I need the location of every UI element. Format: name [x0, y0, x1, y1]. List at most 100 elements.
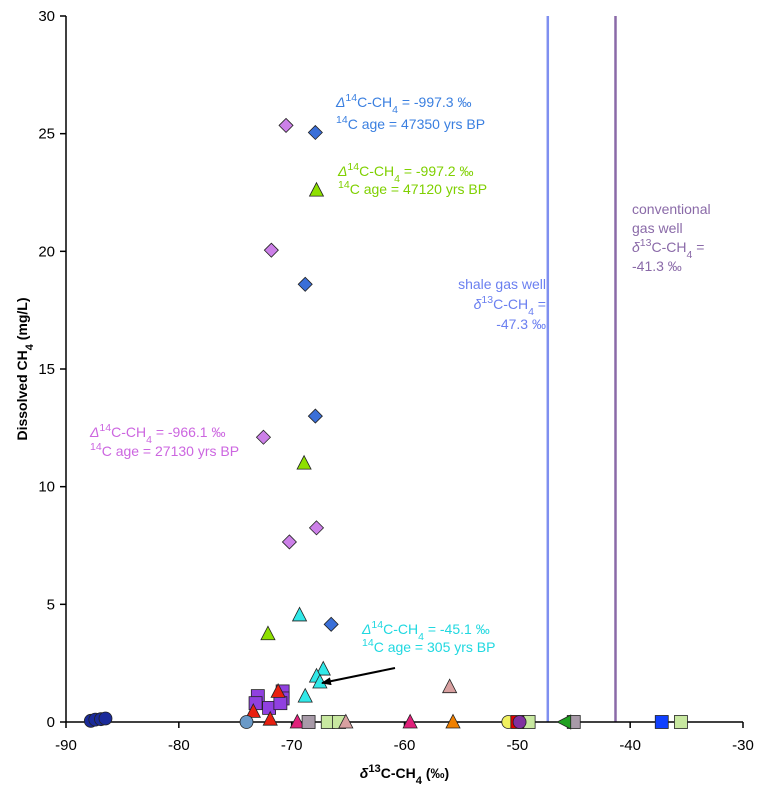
data-point — [296, 454, 312, 470]
text-fragment: 14 — [362, 637, 374, 649]
annotation: Δ14C-CH4 = -997.3 ‰ — [335, 92, 471, 116]
text-fragment: 4 — [24, 343, 36, 350]
text-fragment: C-CH — [359, 163, 394, 179]
text-fragment: 14 — [371, 619, 383, 631]
text-fragment: -41.3 ‰ — [632, 258, 682, 274]
text-fragment: 13 — [481, 294, 493, 306]
reference-lines — [546, 16, 617, 722]
text-fragment: 14 — [345, 92, 357, 104]
text-fragment: (mg/L) — [14, 297, 30, 344]
text-fragment: = — [534, 296, 546, 312]
text-fragment: 14 — [99, 422, 111, 434]
text-fragment: δ — [474, 296, 482, 312]
annotation: -47.3 ‰ — [496, 316, 546, 332]
data-point — [556, 714, 572, 730]
annotation: 14C age = 27130 yrs BP — [90, 441, 239, 459]
text-fragment: = -997.2 ‰ — [400, 163, 474, 179]
data-point — [308, 181, 325, 197]
data-point — [308, 520, 325, 536]
data-point — [654, 715, 669, 729]
y-tick-label: 15 — [38, 361, 55, 378]
x-tick-label: -70 — [281, 737, 303, 754]
text-fragment: -47.3 ‰ — [496, 316, 546, 332]
text-fragment: C-CH — [381, 765, 416, 781]
annotation: δ13C-CH4 = — [474, 294, 546, 318]
text-fragment: conventional — [632, 201, 711, 217]
text-fragment: Δ — [335, 94, 345, 110]
annotation: conventional — [632, 201, 711, 217]
y-tick-label: 0 — [47, 714, 55, 731]
text-fragment: C-CH — [357, 94, 392, 110]
text-fragment: C age = 27130 yrs BP — [102, 443, 239, 459]
x-tick-label: -40 — [619, 737, 641, 754]
text-fragment: = -966.1 ‰ — [152, 424, 226, 440]
data-point — [281, 534, 297, 550]
text-fragment: C-CH — [383, 621, 418, 637]
text-fragment: δ — [360, 765, 369, 781]
text-fragment: 4 — [416, 775, 423, 787]
data-point — [273, 696, 288, 711]
text-fragment: 4 — [394, 173, 400, 185]
text-fragment: shale gas well — [458, 276, 546, 292]
text-fragment: 13 — [640, 237, 652, 249]
data-point — [445, 713, 461, 729]
text-fragment: C age = 47120 yrs BP — [350, 181, 487, 197]
text-fragment: 4 — [418, 631, 424, 643]
data-point — [255, 429, 272, 445]
data-point — [239, 715, 254, 729]
y-tick-label: 10 — [38, 479, 55, 496]
data-point — [262, 710, 278, 726]
text-fragment: 4 — [146, 434, 152, 446]
data-point — [297, 276, 313, 292]
text-fragment: 14 — [90, 441, 102, 453]
x-tick-label: -60 — [394, 737, 416, 754]
text-fragment: Δ — [89, 424, 99, 440]
text-fragment: 4 — [392, 104, 398, 116]
x-tick-label: -90 — [55, 737, 77, 754]
data-point — [291, 606, 308, 622]
data-point — [307, 124, 323, 141]
text-fragment: 13 — [368, 763, 380, 775]
y-tick-label: 5 — [47, 596, 55, 613]
axes — [60, 15, 744, 728]
data-point — [402, 713, 418, 729]
x-tick-label: -50 — [506, 737, 528, 754]
text-fragment: Δ — [337, 163, 347, 179]
text-fragment: 14 — [336, 114, 348, 126]
text-fragment: C-CH — [651, 239, 686, 255]
data-point — [260, 625, 276, 641]
annotation: 14C age = 305 yrs BP — [362, 637, 495, 655]
data-point — [674, 715, 688, 729]
annotation: Δ14C-CH4 = -966.1 ‰ — [89, 422, 225, 446]
text-fragment: = — [692, 239, 704, 255]
text-fragment: C-CH — [111, 424, 146, 440]
data-point — [338, 713, 354, 729]
data-point — [278, 117, 294, 133]
data-point — [297, 687, 313, 703]
text-fragment: = -45.1 ‰ — [424, 621, 490, 637]
y-tick-label: 25 — [38, 126, 55, 143]
text-fragment: Dissolved CH — [14, 350, 30, 440]
text-fragment: C age = 47350 yrs BP — [348, 116, 485, 132]
x-tick-label: -30 — [732, 737, 754, 754]
data-point — [270, 683, 286, 698]
text-fragment: 4 — [528, 306, 534, 318]
y-tick-label: 20 — [38, 243, 55, 260]
annotation: Δ14C-CH4 = -45.1 ‰ — [361, 619, 490, 643]
data-point — [315, 660, 331, 676]
data-point — [98, 711, 113, 726]
points — [83, 117, 688, 730]
annotation: gas well — [632, 220, 683, 236]
annotation: shale gas well — [458, 276, 546, 292]
text-fragment: δ — [632, 239, 640, 255]
x-tick-label: -80 — [168, 737, 190, 754]
text-fragment: = -997.3 ‰ — [398, 94, 472, 110]
x-axis-label: δ13C-CH4 (‰) — [360, 763, 449, 787]
data-point — [289, 713, 305, 729]
annotation: 14C age = 47350 yrs BP — [336, 114, 485, 132]
data-point — [323, 616, 339, 632]
data-point — [301, 715, 316, 729]
